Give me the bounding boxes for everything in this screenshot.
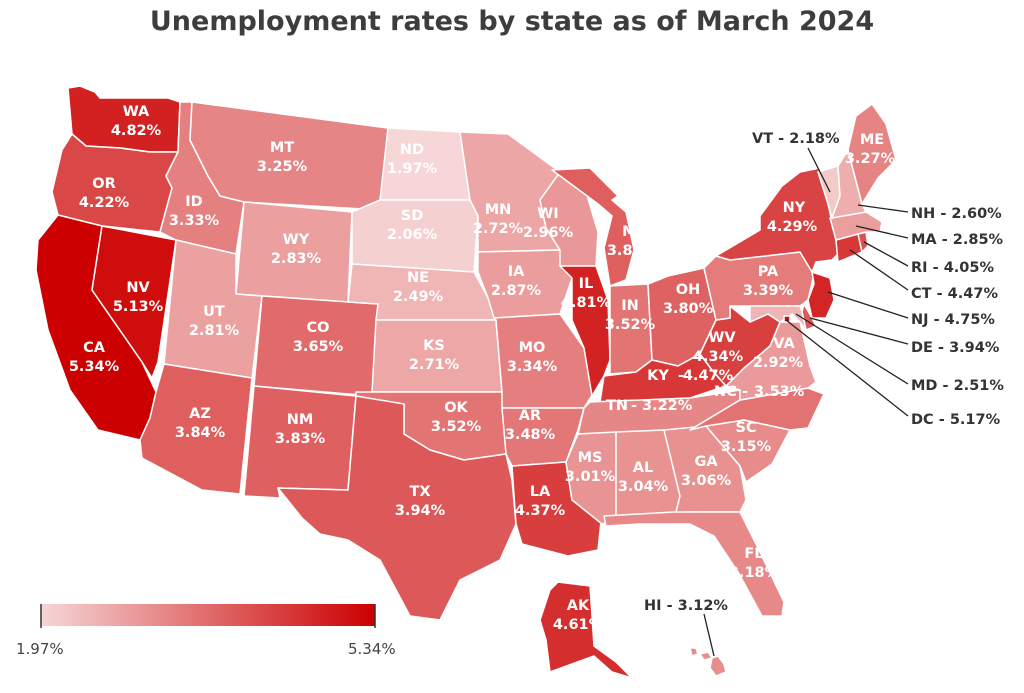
state-ak[interactable] [539, 581, 633, 679]
label-md: MD - 2.51% [911, 378, 1004, 394]
label-hi: HI - 3.12% [644, 598, 728, 614]
label-sc: SC 3.15% [721, 420, 772, 455]
label-fl: FL 3.18% [729, 546, 780, 581]
label-nj: NJ - 4.75% [911, 312, 995, 328]
label-nv: NV 5.13% [113, 280, 164, 315]
label-id: ID 3.33% [169, 194, 220, 229]
label-co: CO 3.65% [293, 320, 344, 355]
label-ky-sep: - [678, 368, 684, 384]
label-pa: PA 3.39% [743, 264, 794, 299]
state-il[interactable] [559, 265, 611, 397]
label-nc-value: 3.53% [754, 384, 805, 400]
label-tn-value: 3.22% [642, 398, 693, 414]
label-tx: TX 3.94% [395, 484, 446, 519]
label-tn-sep: - [631, 398, 637, 414]
label-ia: IA 2.87% [491, 264, 542, 299]
state-dc[interactable] [783, 315, 791, 323]
state-mt[interactable] [189, 101, 389, 211]
label-ut: UT 2.81% [189, 304, 240, 339]
label-wv: WV 4.34% [693, 330, 744, 365]
label-ri: RI - 4.05% [911, 260, 994, 276]
legend-gradient [41, 604, 375, 626]
label-ne: NE 2.49% [393, 270, 444, 305]
label-ny: NY 4.29% [767, 200, 818, 235]
label-nh: NH - 2.60% [911, 206, 1002, 222]
label-wa: WA 4.82% [111, 104, 162, 139]
state-az[interactable] [139, 363, 253, 495]
label-wy: WY 2.83% [271, 232, 322, 267]
legend [40, 604, 376, 628]
leader-lines [703, 147, 909, 657]
label-de: DE - 3.94% [911, 340, 1000, 356]
label-mn: MN 2.72% [473, 202, 524, 237]
label-nd: ND 1.97% [387, 142, 438, 177]
external-labels: VT - 2.18% NH - 2.60% MA - 2.85% RI - 4.… [644, 131, 1004, 614]
label-vt: VT - 2.18% [752, 131, 840, 147]
label-ok: OK 3.52% [431, 400, 482, 435]
label-in: IN 3.52% [605, 298, 656, 333]
label-ma: MA - 2.85% [911, 232, 1004, 248]
label-oh: OH 3.80% [663, 282, 714, 317]
label-il: IL 4.81% [561, 276, 612, 311]
label-mi: MI 3.85% [607, 224, 658, 259]
label-ky-value: 4.47% [683, 368, 734, 384]
label-mt: MT 3.25% [257, 140, 308, 175]
map-title: Unemployment rates by state as of March … [149, 6, 875, 37]
state-md[interactable] [749, 305, 807, 331]
label-or: OR 4.22% [79, 176, 130, 211]
state-mi[interactable] [551, 167, 635, 287]
state-nj[interactable] [807, 271, 835, 319]
label-ga: GA 3.06% [681, 454, 732, 489]
label-tn: TN [606, 398, 628, 414]
legend-max-label: 5.34% [348, 640, 396, 658]
label-nc-sep: - [742, 384, 748, 400]
state-me[interactable] [847, 103, 897, 205]
label-me: ME 3.27% [845, 132, 896, 167]
label-va: VA 2.92% [753, 336, 804, 371]
label-ar: AR 3.48% [505, 408, 556, 443]
label-dc: DC - 5.17% [911, 412, 1001, 428]
state-hi[interactable] [689, 647, 727, 677]
label-la: LA 4.37% [515, 484, 566, 519]
state-fl[interactable] [603, 511, 785, 617]
label-ak: AK 4.61% [553, 598, 604, 633]
label-mo: MO 3.34% [507, 340, 558, 375]
label-az: AZ 3.84% [175, 406, 226, 441]
label-ky: KY [647, 368, 669, 384]
label-al: AL 3.04% [618, 460, 669, 495]
label-sd: SD 2.06% [387, 208, 438, 243]
legend-min-label: 1.97% [16, 640, 64, 658]
state-nc[interactable] [689, 387, 825, 431]
state-labels: WA 4.82% OR 4.22% CA 5.34% NV 5.13% ID 3.33% … [69, 104, 896, 633]
label-nm: NM 3.83% [275, 412, 326, 447]
label-ms: MS 3.01% [565, 450, 616, 485]
label-ks: KS 2.71% [409, 338, 460, 373]
label-ct: CT - 4.47% [911, 286, 998, 302]
label-nc: NC [714, 384, 737, 400]
label-ca: CA 5.34% [69, 340, 120, 375]
label-wi: WI 2.96% [523, 206, 574, 241]
state-ks[interactable] [371, 319, 503, 393]
state-tx[interactable] [277, 395, 517, 621]
